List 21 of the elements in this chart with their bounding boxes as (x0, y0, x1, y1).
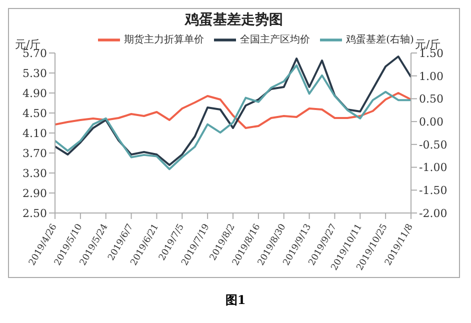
y-tick-label: 4.50 (22, 106, 47, 120)
y-tick-label: 2.50 (22, 206, 47, 220)
y2-tick-label: 0.00 (419, 115, 444, 128)
y2-tick-label: -1.00 (419, 161, 448, 174)
caption: 图1 (224, 292, 247, 309)
line-series (55, 92, 411, 129)
y2-tick-label: -2.00 (419, 206, 448, 220)
y2-tick-label: -1.50 (419, 184, 448, 198)
y-tick-label: 3.30 (22, 166, 47, 180)
y-tick-label: 5.30 (22, 66, 47, 80)
y-tick-label: 3.70 (22, 146, 47, 160)
chart-title: 鸡蛋基差走势图 (184, 11, 284, 29)
legend-label: 鸡蛋基差(右轴) (346, 34, 414, 46)
y2-tick-label: -0.50 (419, 138, 448, 152)
y2-tick-label: 1.00 (419, 70, 444, 83)
y-tick-label: 4.90 (22, 86, 47, 100)
y-tick-label: 2.90 (22, 186, 47, 200)
legend-label: 期货主力折算单价 (124, 34, 204, 46)
legend-label: 全国主产区均价 (240, 34, 310, 46)
y2-tick-label: 0.50 (419, 92, 444, 106)
y-tick-label: 4.10 (22, 126, 47, 140)
